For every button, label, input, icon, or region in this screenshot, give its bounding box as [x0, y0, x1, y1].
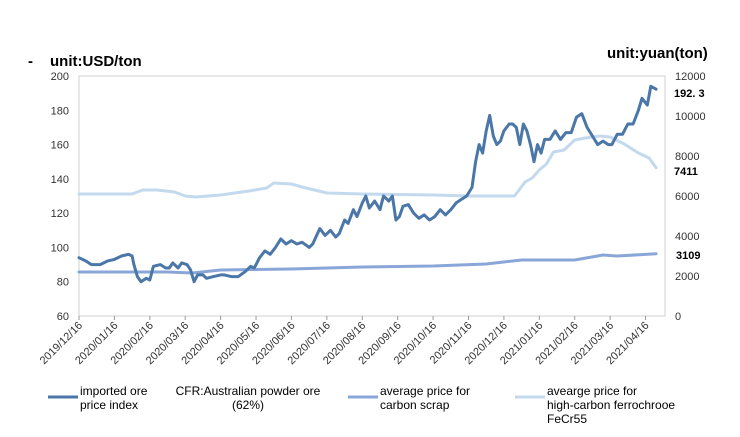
right-tick-label: 8000 [675, 151, 699, 163]
legend-label-ferrochrome: avearge price for high-carbon ferrochrooe… [547, 384, 675, 426]
left-axis-ticks: 200 180 160 140 120 100 80 60 [51, 71, 69, 323]
leg2-line: carbon scrap [380, 398, 450, 412]
series-layer [77, 84, 658, 284]
right-tick-label: 4000 [675, 231, 699, 243]
left-tick-label: 120 [51, 208, 69, 220]
left-tick-label: 180 [51, 105, 69, 117]
right-tick-label: 6000 [675, 191, 699, 203]
leg1-line: price index [80, 398, 138, 412]
series-line-ferrochrome [77, 134, 658, 199]
stray-marker: - [28, 53, 33, 70]
left-tick-label: 80 [57, 277, 69, 289]
right-tick-label: 0 [675, 311, 681, 323]
right-axis-unit-label: unit:yuan(ton) [607, 45, 708, 62]
left-tick-label: 200 [51, 71, 69, 83]
leg3-line: high-carbon ferrochrooe [547, 398, 675, 412]
x-axis-ticks: 2019/12/162020/01/162020/02/162020/03/16… [38, 316, 652, 367]
end-label-iron-ore: 192. 3 [674, 88, 705, 100]
left-tick-label: 100 [51, 242, 69, 254]
right-tick-label: 10000 [675, 111, 706, 123]
right-tick-label: 2000 [675, 271, 699, 283]
left-axis-unit-label: unit:USD/ton [50, 53, 142, 70]
right-axis-ticks: 12000 10000 8000 6000 4000 2000 0 [675, 71, 706, 323]
legend: imported ore price index CFR:Australian p… [48, 384, 675, 426]
series-line-iron-ore [77, 84, 658, 284]
leg1-line: imported ore [80, 384, 148, 398]
legend-label-iron-ore: imported ore price index [80, 384, 148, 412]
leg3-line: avearge price for [547, 384, 637, 398]
end-label-ferrochrome: 7411 [674, 166, 698, 178]
leg2-line: average price for [380, 384, 470, 398]
left-tick-label: 160 [51, 140, 69, 152]
leg1b-line: (62%) [232, 398, 264, 412]
right-tick-label: 12000 [675, 71, 706, 83]
leg1b-line: CFR:Australian powder ore [176, 384, 321, 398]
leg3-line: FeCr55 [547, 412, 587, 426]
left-tick-label: 60 [57, 311, 69, 323]
plot-area [78, 75, 666, 317]
end-label-scrap: 3109 [676, 250, 700, 262]
legend-label-scrap: average price for carbon scrap [380, 384, 470, 412]
left-tick-label: 140 [51, 174, 69, 186]
legend-label-iron-ore-detail: CFR:Australian powder ore (62%) [176, 384, 321, 412]
